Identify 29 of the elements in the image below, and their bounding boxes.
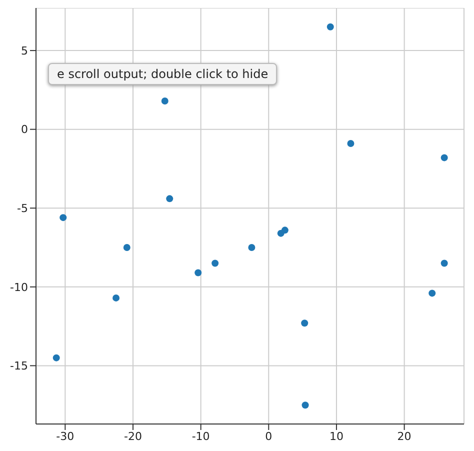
y-tick-label: 5	[21, 44, 28, 58]
point	[301, 320, 308, 327]
x-tick-label: -10	[192, 430, 210, 443]
x-tick-label: -20	[124, 430, 142, 443]
point	[161, 97, 168, 104]
point	[194, 269, 202, 276]
y-tick-label: -10	[10, 280, 28, 294]
point	[347, 140, 354, 148]
point	[326, 23, 334, 30]
annotation: e scroll output; double click to hide	[48, 63, 278, 85]
point	[440, 154, 448, 162]
point	[302, 402, 309, 409]
point	[166, 195, 174, 202]
point	[60, 214, 67, 222]
y-tick-label: -15	[10, 360, 28, 373]
x-tick-label: -30	[56, 430, 74, 443]
y-tick-label: 0	[21, 123, 28, 136]
point	[52, 354, 60, 362]
point	[248, 244, 256, 252]
point	[112, 294, 120, 302]
x-tick-label: 20	[397, 430, 412, 443]
point	[440, 260, 448, 267]
point	[123, 244, 130, 252]
y-tick-label: -5	[17, 202, 28, 216]
x-tick-label: 0	[265, 430, 272, 443]
point	[212, 260, 219, 267]
x-tick-label: 10	[329, 430, 344, 443]
point	[428, 290, 436, 297]
point	[281, 226, 288, 234]
